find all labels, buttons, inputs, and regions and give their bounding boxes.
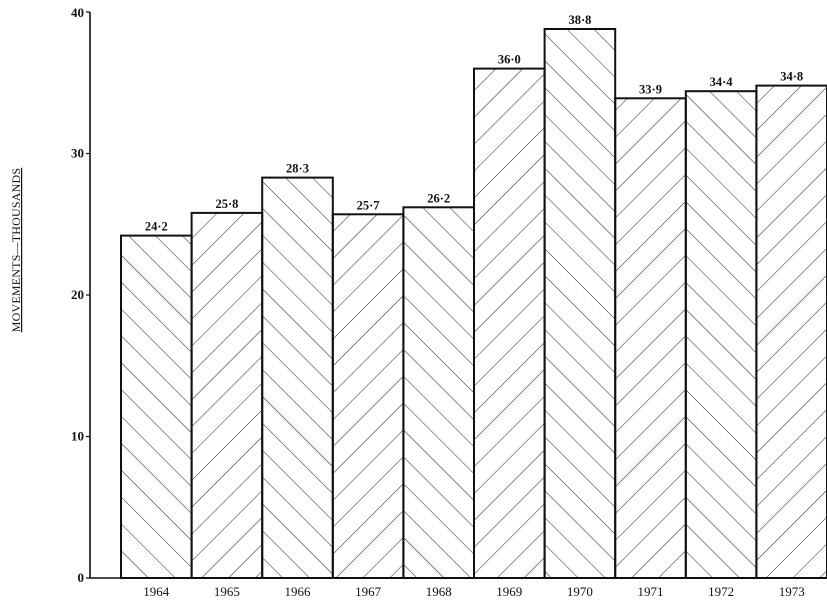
value-label-1969: 36·0 (498, 53, 521, 67)
bar-1971 (614, 97, 687, 580)
bar-1972 (684, 90, 758, 579)
labels-layer: 24·2 1964 25·8 1965 28·3 1966 25·7 1967 26·2 1968… (71, 5, 805, 599)
y-tick-label-0: 0 (78, 570, 85, 585)
y-tick-label-30: 30 (71, 146, 84, 161)
bar-1969 (473, 67, 546, 579)
y-axis-title: MOVEMENTS—THOUSANDS (9, 168, 23, 332)
y-tick-label-10: 10 (71, 429, 84, 444)
value-label-1964: 24·2 (145, 220, 168, 234)
x-tick-label-1973: 1973 (779, 584, 805, 599)
bar-1973 (755, 84, 827, 579)
y-axis-title-group: MOVEMENTS—THOUSANDS (9, 168, 23, 332)
y-tick-label-20: 20 (71, 287, 84, 302)
x-tick-label-1971: 1971 (638, 584, 664, 599)
bar-1967 (331, 213, 405, 580)
y-tick-label-40: 40 (71, 5, 84, 20)
x-tick-label-1968: 1968 (426, 584, 452, 599)
x-tick-label-1967: 1967 (355, 584, 382, 599)
x-tick-label-1965: 1965 (214, 584, 240, 599)
bar-1964 (120, 234, 193, 579)
value-label-1973: 34·8 (780, 70, 803, 84)
axes-layer (86, 11, 826, 579)
value-label-1968: 26·2 (427, 191, 450, 205)
bar-1970 (543, 28, 617, 579)
x-tick-label-1969: 1969 (496, 584, 522, 599)
bars-layer (120, 28, 827, 580)
value-label-1965: 25·8 (215, 197, 238, 211)
value-label-1966: 28·3 (286, 162, 309, 176)
x-tick-label-1964: 1964 (143, 584, 170, 599)
value-label-1971: 33·9 (639, 82, 662, 96)
x-tick-label-1966: 1966 (285, 584, 312, 599)
value-label-1970: 38·8 (568, 13, 591, 27)
bar-1965 (190, 211, 264, 579)
value-label-1972: 34·4 (710, 75, 734, 89)
bar-1966 (261, 176, 334, 579)
x-tick-label-1970: 1970 (567, 584, 593, 599)
bar-1968 (402, 206, 475, 580)
x-tick-label-1972: 1972 (708, 584, 734, 599)
value-label-1967: 25·7 (357, 198, 380, 212)
